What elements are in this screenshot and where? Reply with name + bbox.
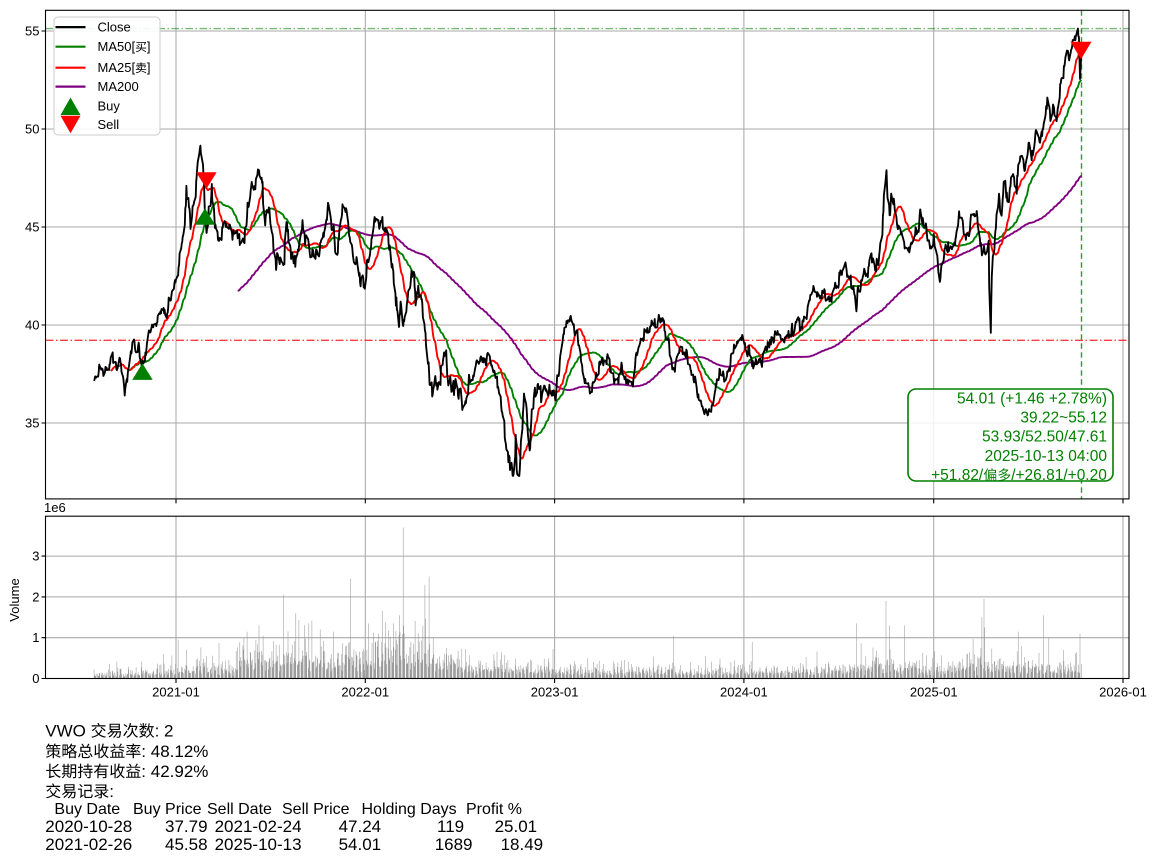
svg-text:50: 50 [25,122,39,137]
svg-text:2: 2 [32,589,39,604]
svg-text:55: 55 [25,24,39,39]
svg-text:/+26.81/+0.20: /+26.81/+0.20 [1011,467,1107,484]
svg-text:: 42.92%: : 42.92% [141,762,208,781]
svg-text:+51.82/: +51.82/ [931,467,984,484]
svg-text:Buy Price: Buy Price [133,801,202,818]
svg-text:54.01 (+1.46 +2.78%): 54.01 (+1.46 +2.78%) [957,390,1107,407]
svg-text:1689: 1689 [435,835,473,854]
svg-text:2023-01: 2023-01 [531,685,579,700]
svg-text:2025-10-13: 2025-10-13 [215,835,302,854]
svg-text:Buy: Buy [98,99,121,114]
svg-text:Sell Date: Sell Date [207,801,272,818]
svg-text:Buy Date: Buy Date [54,801,120,818]
svg-text:MA50[: MA50[ [98,39,136,54]
svg-text:MA25[: MA25[ [98,60,136,75]
svg-text:Close: Close [98,20,131,35]
svg-text::: : [109,782,114,801]
svg-text:: 48.12%: : 48.12% [141,742,208,761]
svg-text:Profit %: Profit % [466,801,522,818]
svg-text:119: 119 [437,817,464,836]
svg-text:1e6: 1e6 [44,500,66,515]
svg-text:1: 1 [32,630,39,645]
svg-text:2025-01: 2025-01 [910,685,958,700]
svg-text:]: ] [147,39,151,54]
svg-text:2021-01: 2021-01 [152,685,200,700]
svg-text:VWO: VWO [45,722,90,741]
svg-text:2022-01: 2022-01 [341,685,389,700]
svg-text:3: 3 [32,549,39,564]
svg-text:45: 45 [25,220,39,235]
svg-text:2021-02-26: 2021-02-26 [45,835,132,854]
svg-text:: 2: : 2 [155,722,174,741]
svg-text:Sell Price: Sell Price [282,801,350,818]
svg-text:2024-01: 2024-01 [720,685,768,700]
svg-text:Sell: Sell [98,117,120,132]
svg-text:2020-10-28: 2020-10-28 [45,817,132,836]
svg-text:53.93/52.50/47.61: 53.93/52.50/47.61 [982,429,1107,446]
svg-text:Holding Days: Holding Days [362,801,457,818]
svg-text:54.01: 54.01 [339,835,382,854]
svg-text:37.79: 37.79 [165,817,208,836]
svg-text:47.24: 47.24 [339,817,382,836]
svg-text:0: 0 [32,671,39,686]
svg-text:45.58: 45.58 [165,835,208,854]
svg-text:18.49: 18.49 [501,835,544,854]
svg-text:Volume: Volume [7,578,22,621]
svg-text:35: 35 [25,416,39,431]
svg-text:2026-01: 2026-01 [1099,685,1147,700]
svg-text:2021-02-24: 2021-02-24 [215,817,302,836]
svg-text:]: ] [147,60,151,75]
svg-text:MA200: MA200 [98,79,139,94]
svg-text:25.01: 25.01 [495,817,538,836]
svg-text:39.22~55.12: 39.22~55.12 [1020,410,1107,427]
svg-text:2025-10-13 04:00: 2025-10-13 04:00 [985,448,1108,465]
svg-text:40: 40 [25,318,39,333]
